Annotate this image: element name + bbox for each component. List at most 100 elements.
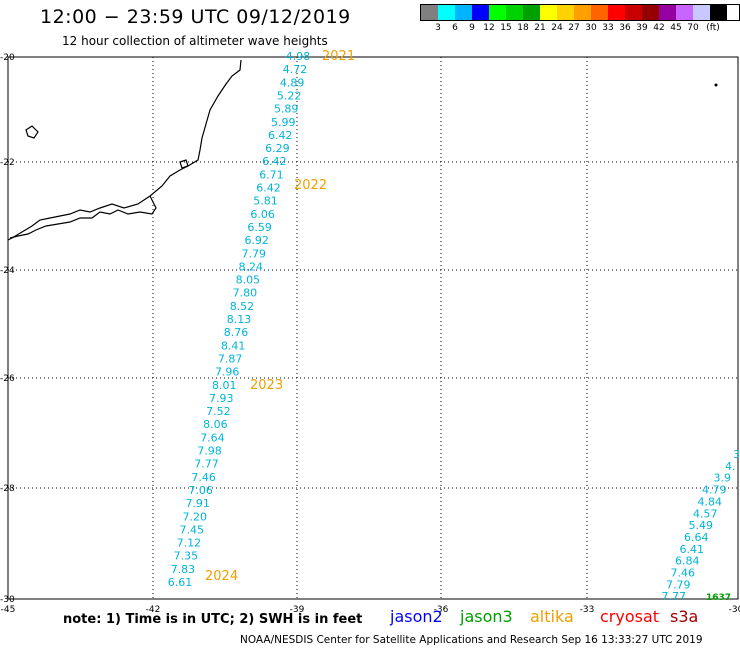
wave-height-value: 8.06 — [203, 418, 228, 431]
wave-height-value: 7.96 — [215, 366, 240, 379]
wave-height-value: 8.24 — [239, 260, 264, 273]
color-swatch — [540, 5, 557, 20]
wave-height-value: 7.52 — [206, 405, 231, 418]
wave-height-value: 4.57 — [693, 507, 718, 520]
wave-height-value: 6.84 — [675, 555, 700, 568]
color-swatch — [676, 5, 693, 20]
color-scale-label: 6 — [452, 23, 458, 33]
color-swatch — [608, 5, 625, 20]
color-scale-label: 21 — [534, 23, 546, 33]
wave-height-value: 7.12 — [177, 537, 202, 550]
color-scale-label: (ft) — [706, 23, 720, 33]
wave-height-value: 6.59 — [247, 221, 272, 234]
hour-label: 2024 — [205, 569, 238, 584]
color-swatch — [574, 5, 591, 20]
wave-height-value: 7.35 — [174, 550, 199, 563]
wave-height-value: 8.41 — [221, 339, 246, 352]
map-title: 12:00 − 23:59 UTC 09/12/2019 — [40, 6, 351, 28]
wave-height-value: 7.80 — [233, 287, 258, 300]
wave-height-value: 4. — [725, 460, 736, 473]
color-scale-label: 70 — [687, 23, 699, 33]
wave-height-value: 6.61 — [168, 576, 193, 589]
wave-height-value: 7.46 — [191, 471, 216, 484]
color-swatch — [693, 5, 710, 20]
wave-height-value: 5.49 — [689, 519, 714, 532]
color-swatch — [557, 5, 574, 20]
wave-height-value: 8.76 — [224, 326, 249, 339]
wave-height-value: 5.89 — [274, 103, 299, 116]
legend-jason2: jason2 — [390, 607, 443, 626]
wave-height-value: 7.83 — [171, 563, 196, 576]
hour-label: 2023 — [250, 378, 283, 393]
color-scale-label: 15 — [500, 23, 512, 33]
color-scale-label: 33 — [602, 23, 614, 33]
wave-height-value: 6.06 — [250, 208, 275, 221]
wave-height-value: 8.52 — [230, 300, 255, 313]
color-swatch — [642, 5, 659, 20]
wave-height-value: 5.99 — [271, 116, 296, 129]
color-scale: 3 6 9 12 15 18 21 24 27 30 33 36 39 42 45 70 (ft) — [420, 4, 740, 35]
wave-height-value: 8.13 — [227, 313, 252, 326]
altimeter-track-east: 34.3.94.794.844.575.496.646.416.847.467.… — [662, 448, 740, 603]
wave-height-value: 4.89 — [280, 76, 305, 89]
color-scale-label: 39 — [636, 23, 648, 33]
wave-height-value: 7.20 — [183, 510, 208, 523]
corner-track-label: 1637 — [706, 593, 731, 603]
color-swatch — [506, 5, 523, 20]
longitude-tick-label: -30 — [729, 605, 740, 615]
wave-height-value: 7.91 — [185, 497, 210, 510]
map-gridlines — [8, 57, 738, 599]
wave-height-value: 4.84 — [698, 495, 723, 508]
latitude-tick-label: -20 — [0, 53, 15, 63]
color-swatch — [489, 5, 506, 20]
wave-height-value: 7.46 — [671, 567, 696, 580]
color-swatch — [472, 5, 489, 20]
wave-height-value: 5.22 — [277, 89, 302, 102]
map-frame — [7, 56, 739, 600]
color-scale-label: 42 — [653, 23, 665, 33]
altimeter-track-west: 4.984.724.895.225.895.996.426.296.426.71… — [168, 50, 311, 589]
wave-height-value: 6.42 — [268, 129, 293, 142]
map-subtitle: 12 hour collection of altimeter wave hei… — [62, 34, 328, 48]
color-swatch — [421, 5, 438, 20]
wave-height-value: 8.05 — [236, 274, 261, 287]
latitude-tick-label: -30 — [0, 595, 15, 605]
color-scale-label: 36 — [619, 23, 631, 33]
wave-height-value: 6.29 — [265, 142, 290, 155]
wave-height-value: 7.93 — [209, 392, 234, 405]
island — [179, 159, 189, 169]
color-swatch — [659, 5, 676, 20]
legend-jason3: jason3 — [460, 607, 513, 626]
color-swatch — [710, 5, 727, 20]
color-scale-label: 45 — [670, 23, 682, 33]
wave-height-value: 6.71 — [259, 168, 284, 181]
wave-height-value: 7.77 — [662, 590, 687, 603]
wave-height-value: 6.64 — [684, 531, 709, 544]
color-scale-labels: 3 6 9 12 15 18 21 24 27 30 33 36 39 42 45 70 (ft) — [420, 21, 740, 35]
color-swatch — [438, 5, 455, 20]
legend-altika: altika — [530, 607, 574, 626]
wave-height-value: 3.9 — [714, 472, 732, 485]
legend-cryosat: cryosat — [600, 607, 660, 626]
units-note: note: 1) Time is in UTC; 2) SWH is in fe… — [63, 612, 363, 627]
legend-s3a: s3a — [670, 607, 699, 626]
wave-height-value: 6.42 — [262, 155, 287, 168]
wave-height-value: 7.79 — [666, 578, 691, 591]
coastline-bay — [9, 195, 157, 239]
wave-height-value: 7.06 — [188, 484, 213, 497]
latitude-tick-label: -28 — [0, 484, 15, 494]
color-scale-swatches — [420, 4, 740, 21]
latitude-tick-label: -26 — [0, 374, 15, 384]
wave-height-value: 4.79 — [702, 484, 727, 497]
wave-height-value: 6.92 — [244, 234, 269, 247]
island-dot — [714, 83, 718, 87]
wave-height-value: 7.77 — [194, 458, 219, 471]
color-swatch — [591, 5, 608, 20]
wave-height-value: 7.87 — [218, 352, 243, 365]
footer-credit: NOAA/NESDIS Center for Satellite Applica… — [240, 634, 703, 646]
wave-height-value: 7.45 — [180, 523, 205, 536]
latitude-tick-label: -22 — [0, 158, 15, 168]
color-swatch — [523, 5, 540, 20]
wave-height-value: 7.64 — [200, 431, 225, 444]
